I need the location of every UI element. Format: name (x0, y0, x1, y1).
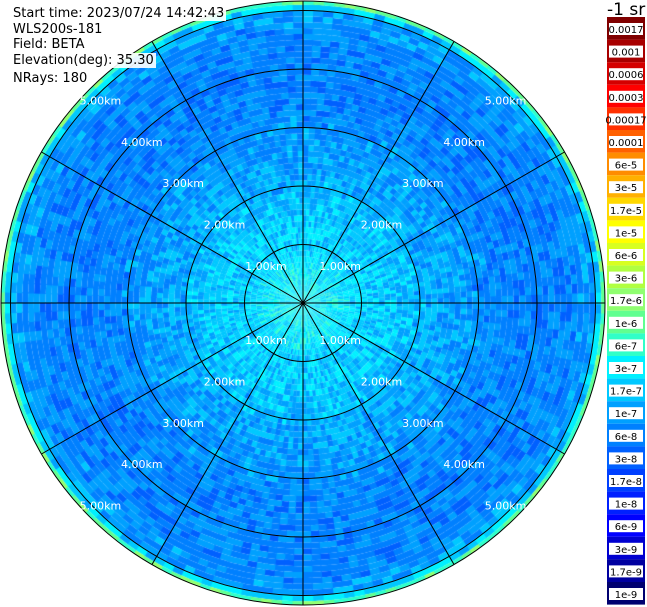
colorbar-tick-label: 0.0001 (609, 138, 644, 149)
azimuth-spoke (41, 151, 304, 304)
range-label: 5.00km (485, 500, 527, 513)
instrument-label: WLS200s-181 (11, 22, 105, 37)
colorbar-label-box (609, 136, 643, 148)
field-label: Field: BETA (11, 37, 87, 52)
colorbar-label-box (609, 113, 643, 126)
azimuth-spoke (151, 41, 304, 304)
colorbar-label-box (609, 475, 643, 487)
colorbar-tick-label: 6e-9 (615, 522, 638, 533)
colorbar-tick-label: 1e-5 (615, 228, 638, 239)
colorbar-label-box (609, 339, 643, 352)
colorbar-label-box (609, 45, 643, 58)
colorbar-tick-label: 1.7e-8 (610, 477, 642, 488)
colorbar-tick-label: 0.0017 (609, 25, 644, 36)
range-label: 1.00km (319, 334, 361, 347)
colorbar-tick-label: 1.7e-6 (610, 296, 642, 307)
colorbar-label-box (609, 181, 643, 194)
colorbar-tick-label: 1e-6 (615, 319, 638, 330)
start-time-label: Start time: 2023/07/24 14:42:43 (11, 6, 227, 21)
range-label: 2.00km (361, 375, 403, 388)
colorbar-label-box (609, 588, 643, 600)
colorbar-label-box (609, 452, 643, 465)
colorbar: 0.0017 0.001 0.0006 0.0003 0.00017 0.0001 6e-5… (605, 17, 647, 605)
nrays-label: NRays: 180 (11, 71, 90, 86)
colorbar-tick-label: 0.00017 (605, 115, 646, 126)
colorbar-label-box (609, 520, 643, 533)
colorbar-tick-label: 6e-8 (615, 432, 638, 443)
range-label: 4.00km (443, 458, 485, 471)
azimuth-spoke (302, 302, 455, 565)
range-label: 1.00km (245, 260, 287, 273)
range-label: 5.00km (80, 94, 122, 107)
colorbar-label-box (609, 429, 643, 442)
range-label: 3.00km (402, 417, 444, 430)
colorbar-tick-label: 1.7e-9 (610, 567, 642, 578)
colorbar-tick-label: 0.0003 (609, 93, 644, 104)
range-label: 3.00km (162, 177, 204, 190)
colorbar-tick-label: 1e-8 (615, 500, 638, 511)
colorbar-label-box (609, 158, 643, 171)
colorbar-label-box (609, 23, 643, 35)
colorbar-tick-label: 3e-5 (615, 183, 638, 194)
range-label: 4.00km (121, 136, 163, 149)
azimuth-spoke (41, 302, 304, 455)
colorbar-tick-label: 6e-7 (615, 341, 638, 352)
colorbar-tick-label: 6e-6 (615, 251, 638, 262)
colorbar-label-box (609, 362, 643, 374)
colorbar-label-box (609, 68, 643, 81)
colorbar-label-box (609, 249, 643, 261)
colorbar-label-box (609, 407, 643, 420)
azimuth-spoke (302, 151, 565, 304)
range-label: 2.00km (204, 219, 246, 232)
range-label: 2.00km (204, 375, 246, 388)
elevation-label: Elevation(deg): 35.30 (11, 53, 156, 68)
range-label: 3.00km (402, 177, 444, 190)
colorbar-tick-label: 6e-5 (615, 161, 638, 172)
range-label: 4.00km (443, 136, 485, 149)
colorbar-label-box (609, 497, 643, 510)
colorbar-label-box (609, 565, 643, 578)
azimuth-spoke (302, 302, 565, 455)
colorbar-tick-label: 0.001 (612, 48, 641, 59)
colorbar-tick-label: 3e-7 (615, 364, 638, 375)
colorbar-label-box (609, 203, 643, 216)
colorbar-label-box (609, 90, 643, 103)
colorbar-label-box (609, 271, 643, 284)
range-label: 5.00km (80, 500, 122, 513)
colorbar-label-box (609, 294, 643, 307)
colorbar-tick-label: 3e-9 (615, 545, 638, 556)
range-label: 1.00km (319, 260, 361, 273)
colorbar-label-box (609, 384, 643, 397)
colorbar-tick-label: 1.7e-7 (610, 387, 642, 398)
colorbar-tick-label: 3e-6 (615, 274, 638, 285)
colorbar-label-box (609, 542, 643, 555)
range-label: 1.00km (245, 334, 287, 347)
colorbar-tick-label: 1e-7 (615, 409, 638, 420)
range-label: 5.00km (485, 94, 527, 107)
colorbar-title: -1 sr (607, 0, 646, 20)
azimuth-spoke (302, 41, 455, 304)
range-label: 2.00km (361, 219, 403, 232)
range-label: 4.00km (121, 458, 163, 471)
colorbar-tick-label: 1e-9 (615, 590, 638, 601)
colorbar-label-box (609, 226, 643, 239)
azimuth-spoke (151, 302, 304, 565)
colorbar-tick-label: 0.0006 (609, 70, 644, 81)
colorbar-tick-label: 3e-8 (615, 454, 638, 465)
range-label: 3.00km (162, 417, 204, 430)
colorbar-label-box (609, 316, 643, 329)
colorbar-tick-label: 1.7e-5 (610, 206, 642, 217)
